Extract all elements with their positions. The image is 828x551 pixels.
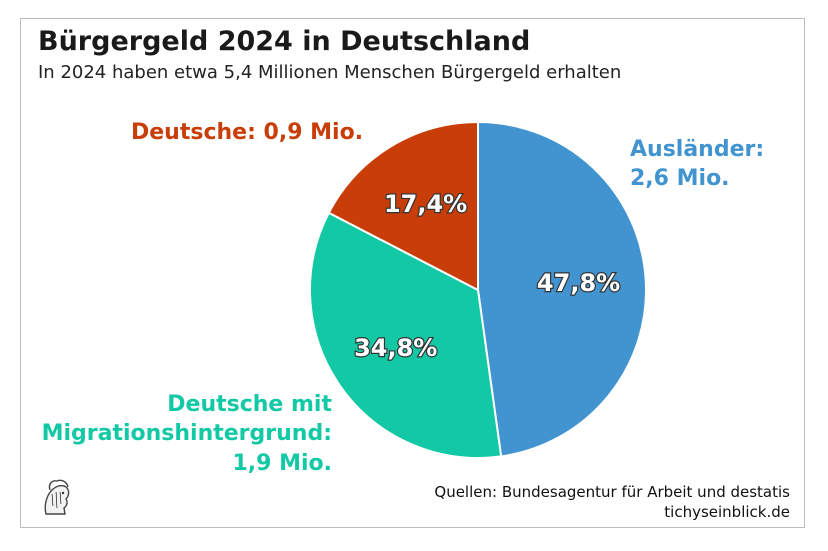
label-auslaender-line1: Ausländer: <box>630 137 765 162</box>
pie-percent-label-deutsche: 17,4% <box>384 190 467 218</box>
legend-label-migration: Deutsche mit Migrationshintergrund: 1,9 … <box>42 390 332 478</box>
label-deutsche-line1: Deutsche: 0,9 Mio. <box>131 120 364 145</box>
pie-slice-auslaender <box>477 120 647 458</box>
pie-percent-label-migration: 34,8% <box>354 334 437 362</box>
label-auslaender-line2: 2,6 Mio. <box>630 166 730 192</box>
pie-percent-label-auslaender: 47,8% <box>537 269 620 297</box>
label-migration-line3: 1,9 Mio. <box>232 450 332 476</box>
source-note: Quellen: Bundesagentur für Arbeit und de… <box>434 482 790 523</box>
brand-logo-icon <box>38 478 76 522</box>
pie-slice-deutsche <box>327 120 479 292</box>
legend-label-auslaender: Ausländer: 2,6 Mio. <box>630 135 764 194</box>
chart-title: Bürgergeld 2024 in Deutschland <box>38 26 531 57</box>
label-migration-line1: Deutsche mit <box>167 392 332 417</box>
source-line: Quellen: Bundesagentur für Arbeit und de… <box>434 483 790 501</box>
label-migration-line2: Migrationshintergrund: <box>41 421 332 447</box>
chart-subtitle: In 2024 haben etwa 5,4 Millionen Mensche… <box>38 62 622 83</box>
pie-slice-migration <box>309 211 503 459</box>
source-site: tichyseinblick.de <box>664 503 790 522</box>
legend-label-deutsche: Deutsche: 0,9 Mio. <box>131 118 363 147</box>
